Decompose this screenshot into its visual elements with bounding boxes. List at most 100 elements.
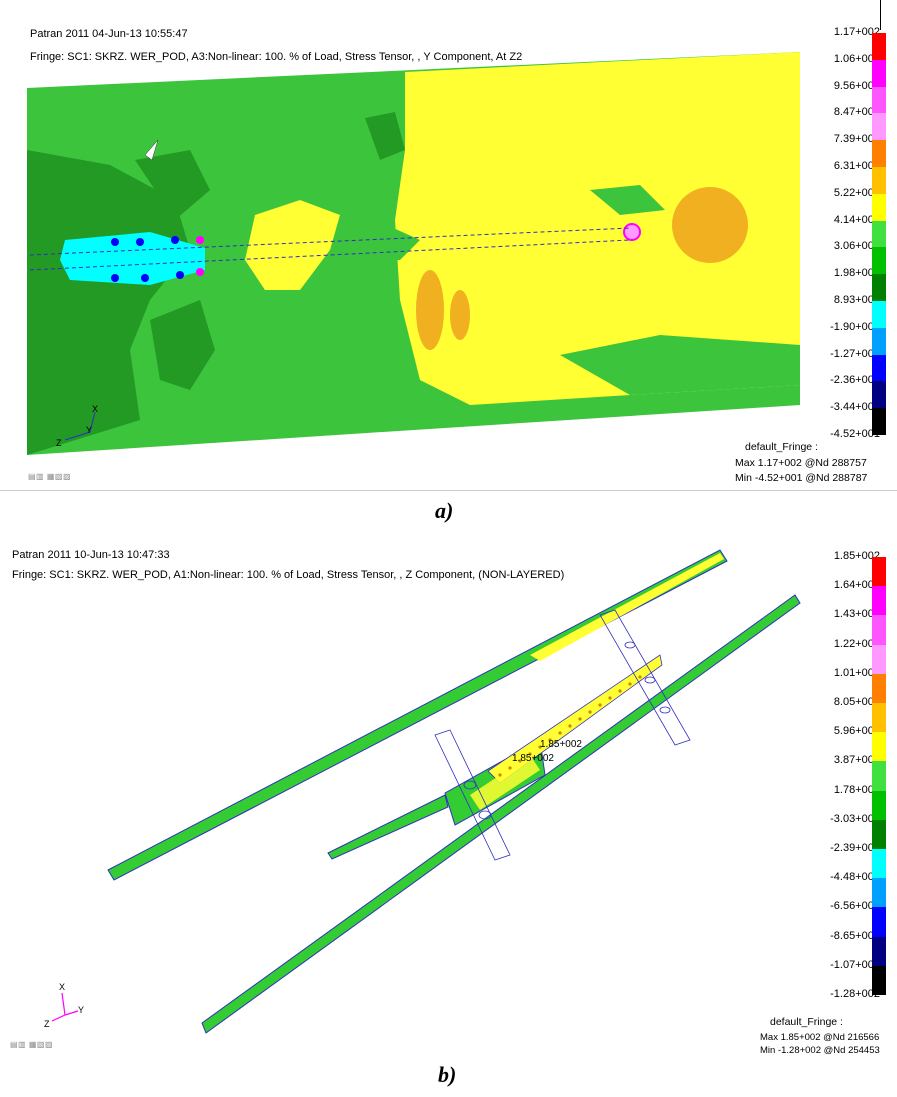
panel-b-legend-swatch (872, 644, 886, 674)
panel-a-legend-tick: -2.36+001 (830, 374, 880, 387)
panel-b-legend-swatch (872, 732, 886, 762)
panel-b-legend-tick: 5.96+001 (833, 725, 880, 738)
panel-b-fringe-description: Fringe: SC1: SKRZ. WER_POD, A1:Non-linea… (12, 569, 565, 581)
panel-b-legend-swatch (872, 907, 886, 937)
panel-b-legend-swatch (872, 790, 886, 820)
panel-b-legend-swatch (872, 819, 886, 849)
panel-b-lower-beam (201, 594, 801, 1034)
panel-b-fringe-info: default_Fringe : (770, 1015, 843, 1030)
panel-b-legend-swatch (872, 761, 886, 791)
panel-a-logo: ▤▥ ▦▧▨ (28, 472, 72, 481)
panel-b-legend-tick: 1.85+002 (833, 550, 880, 562)
panel-b-legend-swatch (872, 936, 886, 966)
panel-b-axis-x-label: X (59, 982, 65, 992)
panel-a-axis-y-label: Y (86, 425, 92, 435)
panel-a-legend-tick: 9.56+001 (833, 79, 880, 92)
panel-b-legend-tick: 3.87+001 (833, 754, 880, 767)
panel-b-viewport[interactable]: 1.85+002 1.85+002 X Z Y (0, 535, 897, 1060)
panel-b-legend-tick: 1.01+002 (833, 666, 880, 679)
panel-a-axis-z-label: Z (56, 438, 62, 448)
panel-a-legend-swatch (872, 354, 886, 382)
panel-a-min-value: Min -4.52+001 @Nd 288787 (735, 472, 868, 484)
panel-b-cross-ribs (434, 609, 691, 861)
panel-b-legend-swatch (872, 703, 886, 733)
panel-b-model-label-2: 1.85+002 (512, 753, 554, 764)
panel-a-legend-swatch (872, 381, 886, 409)
panel-a-fringe-name: default_Fringe : (745, 441, 818, 453)
panel-b-legend-swatch (872, 965, 886, 995)
panel-b-legend-tick: -1.07+002 (830, 958, 880, 971)
panel-b-logo: ▤▥ ▦▧▨ (10, 1040, 54, 1049)
panel-a-viewport[interactable]: X Z Y (0, 0, 897, 495)
panel-a-legend-tick: 5.22+001 (833, 186, 880, 199)
panel-b-legend-swatch (872, 615, 886, 645)
panel-a-legend-tick: -4.52+001 (830, 428, 880, 440)
panel-a-legend-swatch (872, 327, 886, 355)
panel-b-legend-swatch (872, 557, 886, 587)
panel-b-fringe-name: default_Fringe : (770, 1016, 843, 1028)
panel-b-legend-swatch (872, 878, 886, 908)
panel-a: Patran 2011 04-Jun-13 10:55:47 Fringe: S… (0, 0, 897, 495)
panel-a-fringe-info: default_Fringe : (745, 440, 818, 455)
panel-a-title: Patran 2011 04-Jun-13 10:55:47 (30, 28, 188, 40)
panel-b-legend-tick: 1.22+002 (833, 637, 880, 650)
panel-b-legend-swatch (872, 586, 886, 616)
caption-a: a) (435, 498, 454, 523)
panel-b-min-value: Min -1.28+002 @Nd 254453 (760, 1045, 880, 1056)
panel-a-yellow-region (395, 52, 800, 405)
panel-a-legend-tick: 7.39+001 (833, 133, 880, 146)
panel-a-stringer-line (29, 227, 631, 256)
panel-b-axis-y-label: Y (78, 1005, 84, 1015)
panel-a-dark-green-region (27, 150, 190, 455)
panel-b-legend-tick: -1.28+002 (830, 988, 880, 1000)
panel-a-extrema: Max 1.17+002 @Nd 288757 Min -4.52+001 @N… (735, 456, 867, 486)
panel-b-legend-tick: -3.03+000 (830, 812, 880, 825)
panel-a-legend: 1.17+002 1.06+002 9.56+001 8.47+001 7.39+001… (800, 0, 897, 440)
panel-a-legend-tick: 6.31+001 (833, 160, 880, 172)
panel-b-axis-z-label: Z (44, 1019, 50, 1029)
panel-a-legend-swatch (872, 113, 886, 141)
panel-b: Patran 2011 10-Jun-13 10:47:33 Fringe: S… (0, 535, 897, 1060)
panel-a-orange-region (672, 187, 748, 263)
panel-b-legend-tick: 1.43+002 (833, 608, 880, 621)
panel-a-cyan-region (60, 232, 205, 285)
panel-a-legend-swatch (872, 193, 886, 221)
caption-b: b) (438, 1062, 457, 1087)
panel-a-max-value: Max 1.17+002 @Nd 288757 (735, 457, 867, 469)
panel-a-legend-swatch (872, 86, 886, 114)
panel-a-legend-tick: 4.14+001 (833, 213, 880, 226)
panel-b-legend-swatch (872, 673, 886, 703)
panel-b-legend-tick: 8.05+001 (833, 696, 880, 708)
panel-b-legend-tick: 1.78+001 (833, 783, 880, 796)
panel-a-legend-swatch (872, 274, 886, 301)
panel-a-legend-tick: 8.93+000 (833, 294, 880, 306)
panel-a-legend-swatch (872, 247, 886, 275)
panel-b-legend-tick: -2.39+001 (830, 842, 880, 854)
panel-a-legend-swatch (872, 140, 886, 167)
panel-a-legend-tick: 8.47+001 (833, 106, 880, 119)
panel-b-legend: 1.85+002 1.64+002 1.43+002 1.22+002 1.01+002… (800, 535, 897, 1015)
panel-a-legend-tick: -1.27+001 (830, 347, 880, 360)
panel-a-fringe-description: Fringe: SC1: SKRZ. WER_POD, A3:Non-linea… (30, 51, 523, 63)
panel-a-legend-swatch (872, 408, 886, 435)
panel-a-hole-pattern (111, 223, 641, 282)
panel-a-legend-tick: -1.90+000 (830, 320, 880, 333)
panel-b-extrema: Max 1.85+002 @Nd 216566 Min -1.28+002 @N… (760, 1031, 880, 1057)
panel-a-legend-tick: 1.17+002 (833, 26, 880, 38)
panel-a-legend-swatch (872, 59, 886, 87)
panel-b-axis-triad (51, 992, 79, 1022)
panel-a-legend-swatch (872, 33, 886, 60)
panel-b-max-value: Max 1.85+002 @Nd 216566 (760, 1032, 880, 1043)
panel-b-legend-swatch (872, 849, 886, 879)
panel-a-legend-swatch (872, 167, 886, 194)
panel-a-axis-triad (64, 411, 96, 441)
panel-b-legend-tick: -6.56+001 (830, 900, 880, 913)
panel-a-legend-swatch (872, 220, 886, 248)
panel-a-legend-tick: 1.98+001 (833, 267, 880, 280)
panel-b-legend-tick: -8.65+001 (830, 929, 880, 942)
panel-a-legend-tick: 3.06+001 (833, 240, 880, 253)
panel-b-model-label-1: 1.85+002 (540, 739, 582, 750)
panel-a-axis-x-label: X (92, 404, 98, 414)
panel-b-legend-tick: 1.64+002 (833, 579, 880, 592)
panel-b-title: Patran 2011 10-Jun-13 10:47:33 (12, 549, 170, 561)
